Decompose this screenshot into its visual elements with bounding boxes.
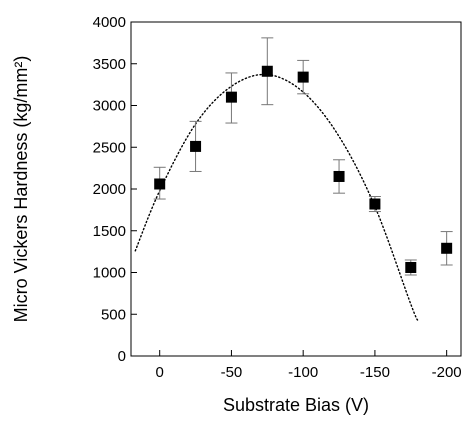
y-tick-label: 2000 [93,181,126,198]
y-axis-title: Micro Vickers Hardness (kg/mm²) [11,56,31,323]
data-point [225,91,237,103]
y-tick-label: 1000 [93,265,126,282]
data-point [190,140,202,152]
data-markers [154,65,453,273]
data-point [369,198,381,210]
data-point [154,178,166,190]
x-axis: 0 -50 -100 -150 -200 [156,350,462,381]
y-tick-label: 4000 [93,14,126,31]
x-tick-label: -50 [221,364,243,381]
y-tick-label: 2500 [93,139,126,156]
x-tick-label: -100 [288,364,318,381]
y-tick-label: 500 [101,306,126,323]
data-point [297,71,309,83]
data-point [405,261,417,273]
y-tick-label: 3500 [93,56,126,73]
y-axis: 0 500 1000 1500 2000 2500 3000 3500 4000 [93,14,137,365]
x-tick-label: -150 [360,364,390,381]
data-point [441,242,453,254]
x-tick-label: 0 [156,364,164,381]
x-tick-label: -200 [432,364,462,381]
y-tick-label: 3000 [93,98,126,115]
x-axis-title: Substrate Bias (V) [223,395,369,415]
fit-curve-layer [134,73,419,322]
y-tick-label: 1500 [93,223,126,240]
data-point [261,65,273,77]
y-tick-label: 0 [118,348,126,365]
data-point [333,170,345,182]
fit-curve [134,73,419,322]
